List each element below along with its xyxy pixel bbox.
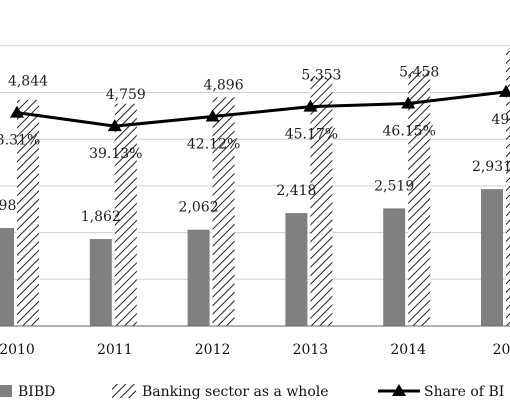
x-tick-label-2010: 2010 (0, 342, 35, 358)
banking-sector-value-label-2013: 5,353 (301, 68, 341, 84)
banking-sector-bar-2010 (17, 99, 39, 326)
legend-label-banking-sector: Banking sector as a whole (142, 384, 329, 400)
banking-sector-value-label-2011: 4,759 (106, 87, 146, 103)
share-value-label-2012: 42.12% (187, 136, 240, 152)
x-tick-label-2012: 2012 (195, 342, 231, 358)
banking-sector-bar-2013 (310, 76, 333, 327)
banking-sector-value-label-2010: 4,844 (8, 74, 48, 90)
banking-sector-bar-2015 (506, 50, 510, 326)
bibd-bar-2014 (383, 208, 406, 326)
bibd-bar-2012 (187, 229, 210, 326)
data-labels: 098 4,844 3.31% 1,862 4,759 39.13% 2,062 4,896 4… (0, 64, 510, 225)
banking-sector-bar-2011 (114, 103, 137, 326)
x-tick-label-2015: 201 (493, 342, 510, 358)
x-axis: 2010 2011 2012 2013 2014 201 (0, 325, 510, 358)
share-marker-2011 (107, 119, 122, 132)
bibd-value-label-2013: 2,418 (276, 183, 316, 199)
bibd-value-label-2011: 1,862 (81, 209, 121, 225)
banking-sector-value-label-2014: 5,458 (399, 64, 439, 80)
legend-swatch-banking-sector (112, 384, 136, 398)
x-tick-label-2013: 2013 (293, 342, 329, 358)
share-line (10, 84, 510, 132)
bibd-value-label-2015: 2,931 (472, 159, 510, 175)
bibd-bar-2015 (481, 189, 503, 326)
share-marker-2015 (499, 84, 510, 97)
share-marker-2012 (205, 109, 220, 122)
bibd-value-label-2010: 098 (0, 198, 16, 214)
share-marker-2010 (10, 105, 24, 118)
gridlines (0, 45, 510, 280)
share-value-label-2014: 46.15% (383, 123, 436, 139)
bibd-bar-2013 (285, 213, 308, 326)
share-marker-2013 (303, 99, 318, 112)
bibd-value-label-2014: 2,519 (374, 178, 414, 194)
share-value-label-2011: 39.13% (89, 146, 142, 162)
legend-swatch-share-marker (392, 384, 406, 396)
legend-label-share-of-bibd: Share of BI (424, 384, 504, 400)
bibd-value-label-2012: 2,062 (179, 200, 219, 216)
share-marker-2014 (401, 96, 416, 109)
x-tick-label-2014: 2014 (390, 342, 426, 358)
x-tick-label-2011: 2011 (97, 342, 133, 358)
banking-sector-value-label-2012: 4,896 (204, 77, 244, 93)
share-value-label-2013: 45.17% (285, 127, 338, 143)
legend-label-bibd: BIBD (18, 384, 55, 400)
share-value-label-2010: 3.31% (0, 133, 40, 149)
bars (0, 50, 510, 327)
bibd-bar-2011 (89, 239, 112, 326)
legend: BIBD Banking sector as a whole Share of BI (0, 384, 504, 400)
share-of-bibd-line (16, 90, 507, 128)
banking-sector-bar-2012 (212, 97, 235, 326)
bibd-bar-2010 (0, 228, 14, 326)
banking-sector-bar-2014 (408, 71, 431, 327)
share-value-label-2015: 49.7 (491, 112, 510, 128)
legend-swatch-bibd (0, 385, 12, 397)
